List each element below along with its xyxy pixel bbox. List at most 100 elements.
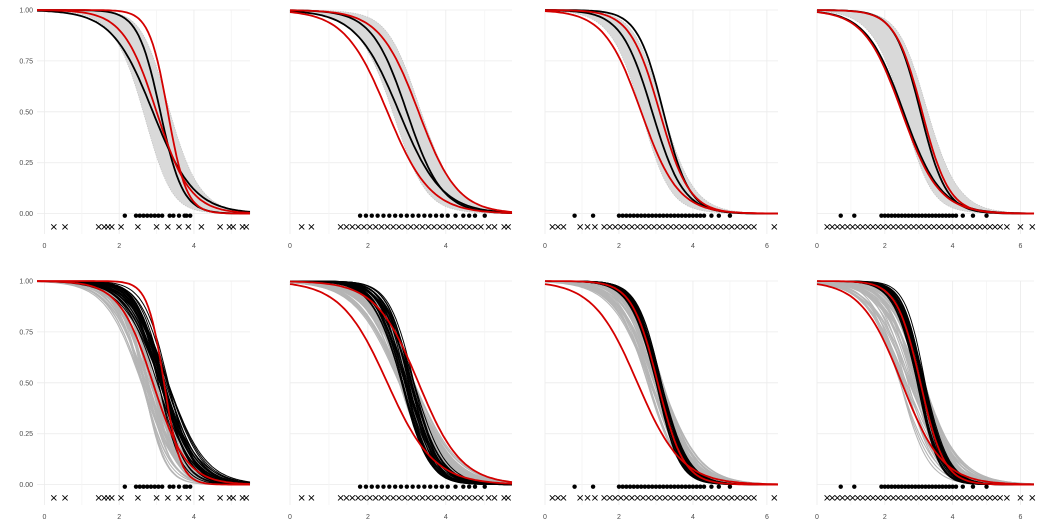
- event-dot: [970, 213, 976, 218]
- censored-mark: [717, 223, 724, 230]
- censored-mark: [466, 223, 473, 230]
- censored-mark: [900, 223, 907, 230]
- event-dot: [357, 213, 363, 218]
- censored-mark: [976, 494, 983, 501]
- censored-mark: [701, 223, 707, 230]
- x-tick-label: 2: [117, 243, 121, 250]
- censored-mark: [712, 223, 719, 230]
- censored-mark: [413, 494, 420, 501]
- x-tick-label: 6: [1018, 243, 1022, 250]
- censored-mark: [751, 494, 757, 501]
- y-tick-label: 1.00: [19, 279, 33, 286]
- event-dot: [590, 484, 596, 489]
- censored-mark: [343, 223, 350, 230]
- censored-mark: [460, 223, 467, 230]
- confidence-band: [544, 9, 779, 214]
- x-tick-label: 2: [366, 514, 370, 521]
- censored-mark: [925, 223, 932, 230]
- event-dot: [899, 484, 904, 489]
- censored-mark: [634, 223, 641, 230]
- censored-mark: [734, 494, 741, 501]
- censored-mark: [454, 494, 461, 501]
- censored-mark: [62, 494, 68, 501]
- censored-mark: [185, 223, 192, 230]
- event-dot: [879, 213, 884, 218]
- censored-mark: [153, 494, 160, 501]
- event-dot: [694, 484, 699, 489]
- censored-mark: [349, 494, 356, 501]
- event-dot: [433, 213, 439, 218]
- x-tick-label: 4: [691, 514, 695, 521]
- censored-mark: [961, 223, 968, 230]
- event-dot: [936, 213, 942, 218]
- event-dot: [679, 213, 685, 218]
- censored-mark: [854, 494, 861, 501]
- event-dot: [416, 484, 421, 489]
- censored-mark: [905, 494, 912, 501]
- censored-mark: [936, 223, 942, 230]
- censored-mark: [981, 494, 988, 501]
- event-dot: [472, 213, 478, 218]
- censored-mark: [337, 494, 344, 501]
- y-tick-label: 0.50: [19, 109, 33, 116]
- event-dot: [148, 213, 154, 218]
- event-dot: [668, 484, 673, 489]
- censored-mark: [728, 494, 735, 501]
- censored-mark: [645, 494, 652, 501]
- x-tick-label: 0: [815, 514, 819, 521]
- censored-mark: [946, 494, 953, 501]
- event-dot: [661, 213, 666, 218]
- event-dot: [984, 484, 989, 489]
- event-dot: [879, 484, 884, 489]
- censored-mark: [584, 494, 591, 501]
- censored-mark: [662, 223, 669, 230]
- series-line: [544, 283, 779, 486]
- event-dot: [439, 213, 445, 218]
- censored-mark: [1003, 494, 1010, 501]
- x-tick-label: 0: [543, 243, 547, 250]
- x-tick-label: 6: [765, 514, 769, 521]
- event-dot: [923, 213, 928, 218]
- event-dot: [953, 484, 959, 489]
- censored-mark: [1029, 494, 1036, 501]
- event-dot: [950, 484, 955, 489]
- event-dot: [727, 484, 733, 489]
- event-dot: [889, 213, 894, 218]
- censored-mark: [829, 494, 836, 501]
- censored-mark: [739, 494, 746, 501]
- censored-mark: [987, 223, 993, 230]
- censored-mark: [628, 494, 635, 501]
- censored-mark: [656, 223, 663, 230]
- event-dot: [357, 484, 363, 489]
- censored-mark: [645, 223, 652, 230]
- event-dot: [947, 213, 952, 218]
- event-dot: [943, 484, 949, 489]
- censored-mark: [951, 223, 958, 230]
- censored-mark: [925, 494, 932, 501]
- censored-mark: [118, 494, 124, 501]
- censored-mark: [555, 494, 561, 501]
- censored-mark: [910, 223, 917, 230]
- event-dot: [466, 213, 472, 218]
- censored-mark: [355, 223, 362, 230]
- event-dot: [410, 213, 415, 218]
- event-dot: [701, 213, 707, 218]
- event-dot: [627, 213, 633, 218]
- y-tick-label: 0.50: [19, 380, 33, 387]
- censored-mark: [745, 494, 752, 501]
- event-dot: [428, 213, 433, 218]
- censored-mark: [425, 494, 432, 501]
- censored-mark: [941, 494, 948, 501]
- censored-mark: [992, 223, 998, 230]
- censored-mark: [895, 223, 902, 230]
- event-dot: [940, 484, 945, 489]
- censored-mark: [981, 223, 988, 230]
- event-dot: [171, 213, 176, 218]
- x-tick-label: 0: [43, 243, 47, 250]
- censored-mark: [454, 223, 461, 230]
- censored-mark: [442, 223, 449, 230]
- x-tick-label: 2: [617, 514, 621, 521]
- censored-mark: [308, 223, 315, 230]
- event-dot: [363, 484, 369, 489]
- censored-mark: [396, 223, 402, 230]
